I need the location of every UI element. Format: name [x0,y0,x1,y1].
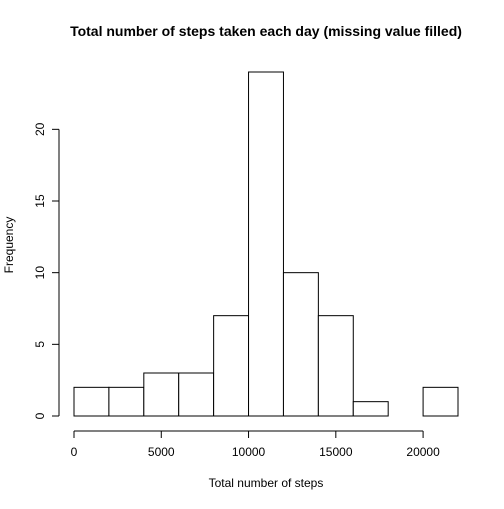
x-tick-label: 5000 [148,445,175,459]
histogram-bar [317,315,354,417]
y-tick-label: 0 [33,412,47,419]
bars-layer [73,71,459,417]
y-tick-label: 15 [33,194,47,208]
y-tick-label: 10 [33,266,47,280]
x-tick-label: 20000 [406,445,440,459]
histogram-bar [213,315,250,417]
histogram-bar [248,71,284,417]
histogram-bar [73,386,110,417]
histogram-bar [108,386,145,417]
x-tick-label: 0 [71,445,78,459]
histogram-bar [178,372,215,417]
x-tick-label: 15000 [319,445,353,459]
x-tick-label: 10000 [232,445,266,459]
histogram-bar [422,386,459,417]
histogram-bar [352,401,389,417]
x-axis-label: Total number of steps [209,476,324,490]
histogram-bar [143,372,180,417]
y-tick-label: 5 [33,341,47,348]
x-axis: 0 5000 10000 15000 20000 [71,430,440,459]
chart-title: Total number of steps taken each day (mi… [70,23,462,39]
histogram-bar [282,272,319,417]
y-axis: 0 5 10 15 20 [33,122,60,419]
y-tick-label: 20 [33,122,47,136]
y-axis-label: Frequency [2,217,16,274]
